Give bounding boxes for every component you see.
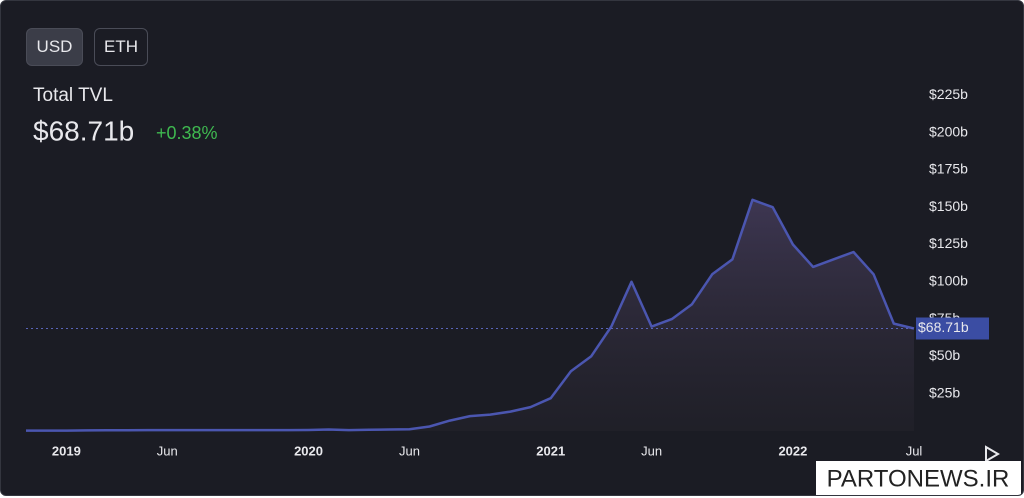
- play-icon[interactable]: [985, 445, 1000, 463]
- change: +0.38%: [156, 123, 218, 143]
- y-tick-label: $100b: [929, 273, 968, 289]
- current-value-box: [916, 317, 989, 340]
- y-tick-label: $225b: [929, 86, 968, 102]
- y-tick-label: $50b: [929, 347, 960, 363]
- tvl-line: [26, 198, 915, 432]
- x-tick-label: 2019: [52, 443, 81, 458]
- total-value: $68.71b: [33, 115, 134, 146]
- x-tick-label: Jul: [906, 443, 923, 458]
- y-tick-label: $175b: [929, 161, 968, 177]
- eth-button[interactable]: ETH: [94, 28, 148, 66]
- x-tick-label: Jun: [641, 443, 662, 458]
- watermark: PARTONEWS.IR: [827, 465, 1010, 492]
- current-value-label: $68.71b: [918, 319, 969, 335]
- x-tick-label: 2021: [536, 443, 565, 458]
- y-tick-label: $125b: [929, 235, 968, 251]
- x-tick-label: Jun: [157, 443, 178, 458]
- y-tick-label: $150b: [929, 198, 968, 214]
- title: Total TVL: [33, 85, 113, 106]
- area-fill: [26, 199, 914, 431]
- watermark-box: [816, 461, 1021, 495]
- y-tick-label: $25b: [929, 384, 960, 400]
- x-tick-label: 2022: [778, 443, 807, 458]
- usd-button[interactable]: USD: [26, 28, 83, 66]
- y-tick-label: $200b: [929, 123, 968, 139]
- x-tick-label: 2020: [294, 443, 323, 458]
- x-tick-label: Jun: [399, 443, 420, 458]
